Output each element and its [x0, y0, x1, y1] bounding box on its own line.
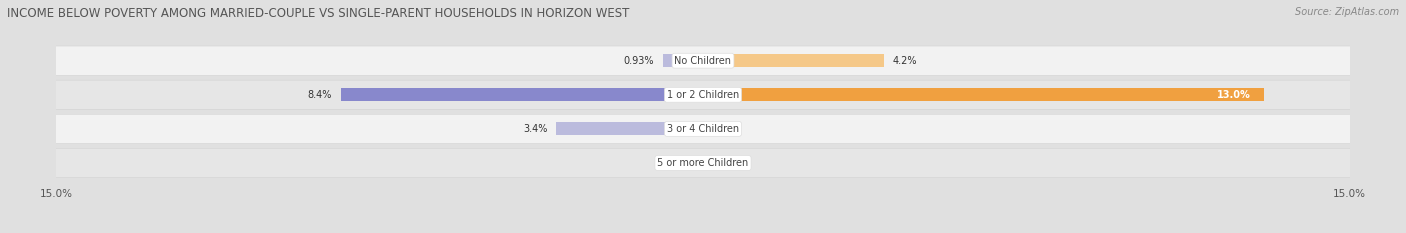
Text: 0.0%: 0.0%	[711, 158, 735, 168]
Text: 1 or 2 Children: 1 or 2 Children	[666, 90, 740, 100]
Text: 3.4%: 3.4%	[523, 124, 548, 134]
Text: Source: ZipAtlas.com: Source: ZipAtlas.com	[1295, 7, 1399, 17]
FancyBboxPatch shape	[55, 148, 1351, 178]
Text: 0.0%: 0.0%	[711, 124, 735, 134]
Text: 4.2%: 4.2%	[893, 56, 917, 66]
Bar	[703, 88, 1264, 101]
FancyBboxPatch shape	[55, 114, 1351, 144]
Bar	[557, 122, 703, 135]
Text: 5 or more Children: 5 or more Children	[658, 158, 748, 168]
FancyBboxPatch shape	[55, 80, 1351, 110]
Text: No Children: No Children	[675, 56, 731, 66]
Bar	[703, 54, 884, 67]
Text: 0.0%: 0.0%	[671, 158, 695, 168]
Text: 13.0%: 13.0%	[1216, 90, 1250, 100]
Bar	[662, 54, 703, 67]
Text: 8.4%: 8.4%	[308, 90, 332, 100]
Text: INCOME BELOW POVERTY AMONG MARRIED-COUPLE VS SINGLE-PARENT HOUSEHOLDS IN HORIZON: INCOME BELOW POVERTY AMONG MARRIED-COUPL…	[7, 7, 630, 20]
Bar	[340, 88, 703, 101]
Text: 3 or 4 Children: 3 or 4 Children	[666, 124, 740, 134]
Text: 0.93%: 0.93%	[624, 56, 654, 66]
FancyBboxPatch shape	[55, 46, 1351, 75]
